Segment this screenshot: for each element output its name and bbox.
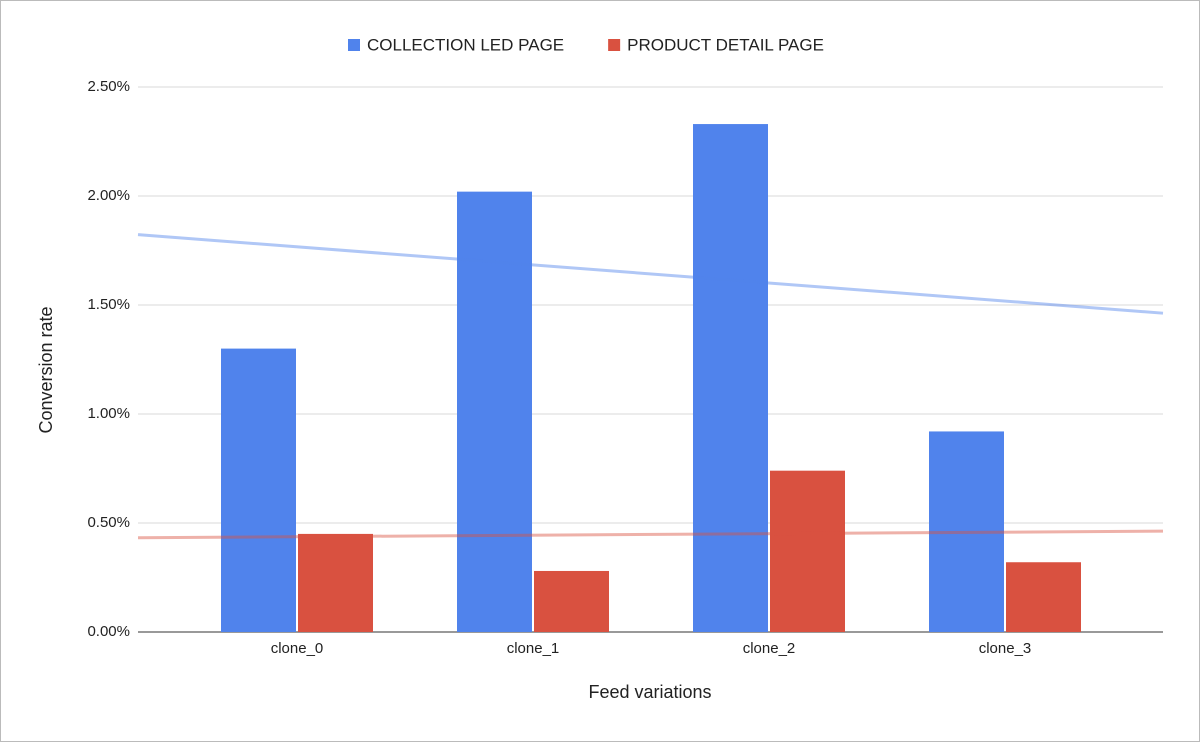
bar xyxy=(770,470,845,632)
y-tick-label: 1.00% xyxy=(87,405,130,422)
y-tick-label: 2.00% xyxy=(87,187,130,204)
y-tick-label: 0.50% xyxy=(87,514,130,531)
legend-label: PRODUCT DETAIL PAGE xyxy=(627,35,824,54)
x-tick-label: clone_2 xyxy=(743,640,796,657)
y-tick-label: 2.50% xyxy=(87,78,130,95)
legend-swatch xyxy=(348,39,360,51)
legend-label: COLLECTION LED PAGE xyxy=(367,35,564,54)
trendline xyxy=(137,529,1164,540)
x-tick-label: clone_1 xyxy=(507,640,560,657)
x-tick-label: clone_3 xyxy=(979,640,1032,657)
y-tick-label: 0.00% xyxy=(87,623,130,640)
trendline xyxy=(137,233,1164,315)
bar xyxy=(693,124,768,632)
x-tick-label: clone_0 xyxy=(271,640,324,657)
bar xyxy=(1006,562,1081,632)
x-axis-title: Feed variations xyxy=(588,682,711,702)
bar xyxy=(929,431,1004,632)
legend-swatch xyxy=(608,39,621,51)
bar xyxy=(534,570,609,632)
bar xyxy=(221,348,296,632)
bar xyxy=(298,533,373,632)
bar xyxy=(457,191,532,632)
y-axis-title: Conversion rate xyxy=(36,306,56,433)
y-tick-label: 1.50% xyxy=(87,296,130,313)
